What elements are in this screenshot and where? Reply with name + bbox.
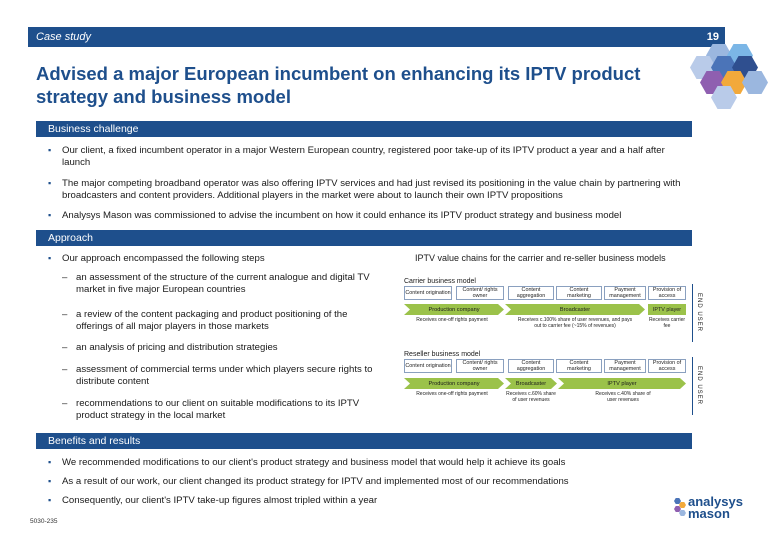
reseller-stage-box: Content origination	[404, 359, 452, 373]
page-number: 19	[706, 31, 719, 43]
approach-step-3: an analysis of pricing and distribution …	[62, 342, 382, 354]
reseller-stage-box: Provision of access	[648, 359, 686, 373]
carrier-stage-box: Content marketing	[556, 286, 602, 300]
reseller-end-user: END USER	[692, 357, 702, 415]
business-challenge-heading: Business challenge	[48, 123, 139, 135]
logo-line-2: mason	[688, 506, 730, 521]
benefits-bar: Benefits and results	[36, 433, 692, 449]
carrier-broadcaster-bar: Broadcaster	[505, 304, 645, 315]
hex-shape	[711, 86, 737, 109]
reseller-stage-box: Content aggregation	[508, 359, 554, 373]
approach-intro: Our approach encompassed the following s…	[48, 253, 388, 265]
reseller-note: Receives one-off rights payment	[416, 391, 488, 397]
approach-step-4: assessment of commercial terms under whi…	[62, 364, 382, 387]
approach-bar: Approach	[36, 230, 692, 246]
reseller-stage-box: Payment management	[604, 359, 646, 373]
approach-step-5: recommendations to our client on suitabl…	[62, 398, 382, 421]
reseller-stage-box: Content marketing	[556, 359, 602, 373]
reseller-stage-box: Content/ rights owner	[456, 359, 504, 373]
page-title: Advised a major European incumbent on en…	[36, 63, 641, 107]
logo-line-1: analysys	[688, 494, 743, 509]
document-code: 5030-235	[30, 518, 58, 525]
approach-step-2: a review of the content packaging and pr…	[62, 309, 382, 332]
benefits-heading: Benefits and results	[48, 435, 141, 447]
reseller-note: Receives c.40% share of user revenues	[595, 391, 651, 403]
benefit-bullet-2: As a result of our work, our client chan…	[48, 476, 698, 488]
challenge-bullet-2: The major competing broadband operator w…	[48, 178, 688, 201]
carrier-model-label: Carrier business model	[404, 278, 476, 285]
benefit-bullet-3: Consequently, our client's IPTV take-up …	[48, 495, 698, 507]
header-label: Case study	[36, 31, 92, 43]
business-challenge-bar: Business challenge	[36, 121, 692, 137]
reseller-model-label: Reseller business model	[404, 351, 481, 358]
carrier-note: Receives c.100% share of user revenues, …	[517, 317, 633, 329]
carrier-end-user: END USER	[692, 284, 702, 342]
carrier-stage-box: Content aggregation	[508, 286, 554, 300]
logo-hex-icon	[674, 498, 686, 518]
carrier-stage-box: Content/ rights owner	[456, 286, 504, 300]
analysys-mason-logo: analysys mason	[674, 494, 743, 521]
reseller-production-bar: Production company	[404, 378, 504, 389]
carrier-iptv-player-box: IPTV player	[648, 304, 686, 315]
approach-heading: Approach	[48, 232, 93, 244]
approach-step-1: an assessment of the structure of the cu…	[62, 272, 382, 295]
reseller-broadcaster-bar: Broadcaster	[505, 378, 557, 389]
benefit-bullet-1: We recommended modifications to our clie…	[48, 457, 698, 469]
reseller-iptv-player-bar: IPTV player	[558, 378, 686, 389]
carrier-note: Receives carrier fee	[648, 317, 686, 329]
challenge-bullet-1: Our client, a fixed incumbent operator i…	[48, 145, 688, 168]
hex-shape	[742, 71, 768, 94]
diagram-title: IPTV value chains for the carrier and re…	[415, 253, 666, 263]
reseller-note: Receives c.60% share of user revenues	[506, 391, 556, 403]
carrier-stage-box: Provision of access	[648, 286, 686, 300]
carrier-note: Receives one-off rights payment	[416, 317, 488, 323]
carrier-stage-box: Content origination	[404, 286, 452, 300]
header-bar: Case study 19	[28, 27, 725, 47]
carrier-production-bar: Production company	[404, 304, 504, 315]
challenge-bullet-3: Analysys Mason was commissioned to advis…	[48, 210, 708, 222]
carrier-stage-box: Payment management	[604, 286, 646, 300]
